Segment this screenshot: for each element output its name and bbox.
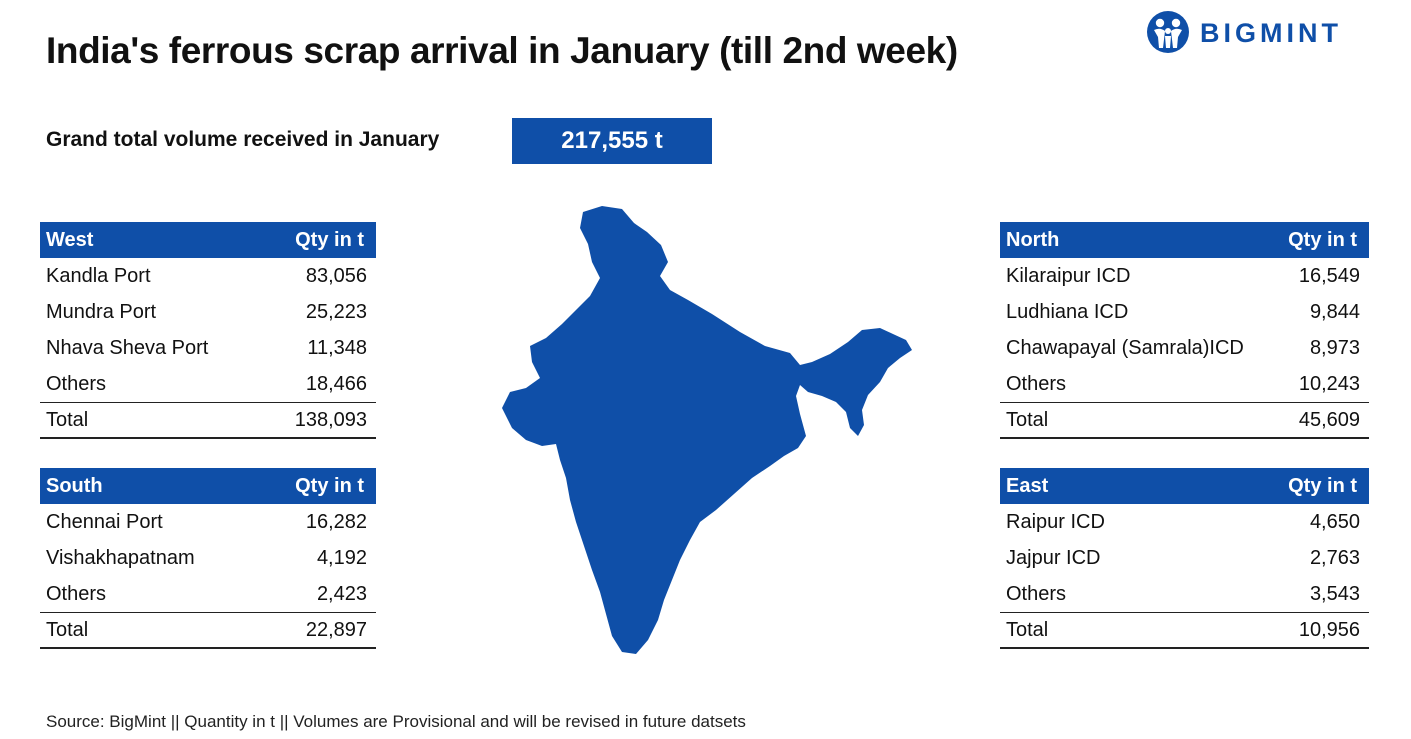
grand-total-value: 217,555 t [512, 118, 712, 164]
table-total-row: Total 10,956 [1000, 612, 1369, 649]
region-name: East [1006, 474, 1049, 497]
table-east: East Qty in t Raipur ICD 4,650 Jajpur IC… [1000, 468, 1369, 649]
table-row: Others 2,423 [40, 576, 376, 612]
logo-text: BIGMINT [1200, 18, 1342, 48]
row-qty: 16,549 [1298, 264, 1360, 287]
table-row: Nhava Sheva Port 11,348 [40, 330, 376, 366]
table-row: Chennai Port 16,282 [40, 504, 376, 540]
grand-total-label: Grand total volume received in January [46, 128, 440, 151]
qty-header: Qty in t [295, 474, 364, 497]
india-map [502, 206, 912, 654]
row-name: Chawapayal (Samrala)ICD [1006, 336, 1244, 359]
row-qty: 4,650 [1309, 510, 1360, 533]
region-name: West [46, 228, 94, 251]
table-row: Others 18,466 [40, 366, 376, 402]
table-row: Kilaraipur ICD 16,549 [1000, 258, 1369, 294]
bigmint-logo: BIGMINT [1146, 10, 1376, 54]
logo-people-icon [1147, 11, 1189, 53]
table-row: Ludhiana ICD 9,844 [1000, 294, 1369, 330]
row-name: Others [1006, 372, 1067, 395]
row-name: Others [1006, 582, 1067, 605]
total-qty: 10,956 [1298, 618, 1360, 641]
qty-header: Qty in t [1288, 228, 1357, 251]
page-title: India's ferrous scrap arrival in January… [46, 30, 958, 71]
total-label: Total [46, 408, 89, 431]
table-total-row: Total 22,897 [40, 612, 376, 649]
total-label: Total [46, 618, 89, 641]
row-name: Chennai Port [46, 510, 163, 533]
row-qty: 10,243 [1298, 372, 1360, 395]
total-label: Total [1006, 408, 1049, 431]
row-name: Vishakhapatnam [46, 546, 195, 569]
table-row: Vishakhapatnam 4,192 [40, 540, 376, 576]
table-total-row: Total 138,093 [40, 402, 376, 439]
total-qty: 22,897 [305, 618, 367, 641]
row-name: Mundra Port [46, 300, 157, 323]
table-row: Jajpur ICD 2,763 [1000, 540, 1369, 576]
qty-header: Qty in t [1288, 474, 1357, 497]
row-qty: 11,348 [307, 336, 367, 359]
row-qty: 83,056 [305, 264, 367, 287]
table-row: Others 10,243 [1000, 366, 1369, 402]
table-west: West Qty in t Kandla Port 83,056 Mundra … [40, 222, 376, 439]
table-south: South Qty in t Chennai Port 16,282 Visha… [40, 468, 376, 649]
row-name: Ludhiana ICD [1006, 300, 1129, 323]
table-row: Chawapayal (Samrala)ICD 8,973 [1000, 330, 1369, 366]
region-name: South [46, 474, 103, 497]
table-header: West Qty in t [40, 222, 376, 258]
total-label: Total [1006, 618, 1049, 641]
table-header: South Qty in t [40, 468, 376, 504]
row-qty: 3,543 [1309, 582, 1360, 605]
table-header: North Qty in t [1000, 222, 1369, 258]
row-name: Kilaraipur ICD [1006, 264, 1131, 287]
region-name: North [1006, 228, 1060, 251]
row-name: Kandla Port [46, 264, 151, 287]
row-qty: 2,763 [1309, 546, 1360, 569]
row-name: Others [46, 582, 107, 605]
table-north: North Qty in t Kilaraipur ICD 16,549 Lud… [1000, 222, 1369, 439]
table-row: Others 3,543 [1000, 576, 1369, 612]
row-qty: 2,423 [316, 582, 367, 605]
row-name: Nhava Sheva Port [46, 336, 209, 359]
table-row: Kandla Port 83,056 [40, 258, 376, 294]
qty-header: Qty in t [295, 228, 364, 251]
table-header: East Qty in t [1000, 468, 1369, 504]
row-name: Others [46, 372, 107, 395]
row-name: Raipur ICD [1006, 510, 1105, 533]
table-row: Raipur ICD 4,650 [1000, 504, 1369, 540]
row-qty: 8,973 [1309, 336, 1360, 359]
table-total-row: Total 45,609 [1000, 402, 1369, 439]
table-row: Mundra Port 25,223 [40, 294, 376, 330]
row-qty: 18,466 [305, 372, 367, 395]
row-qty: 16,282 [305, 510, 367, 533]
row-qty: 4,192 [316, 546, 367, 569]
total-qty: 138,093 [294, 408, 367, 431]
source-note: Source: BigMint || Quantity in t || Volu… [46, 712, 746, 731]
row-qty: 25,223 [305, 300, 367, 323]
row-qty: 9,844 [1309, 300, 1360, 323]
total-qty: 45,609 [1298, 408, 1360, 431]
row-name: Jajpur ICD [1006, 546, 1101, 569]
